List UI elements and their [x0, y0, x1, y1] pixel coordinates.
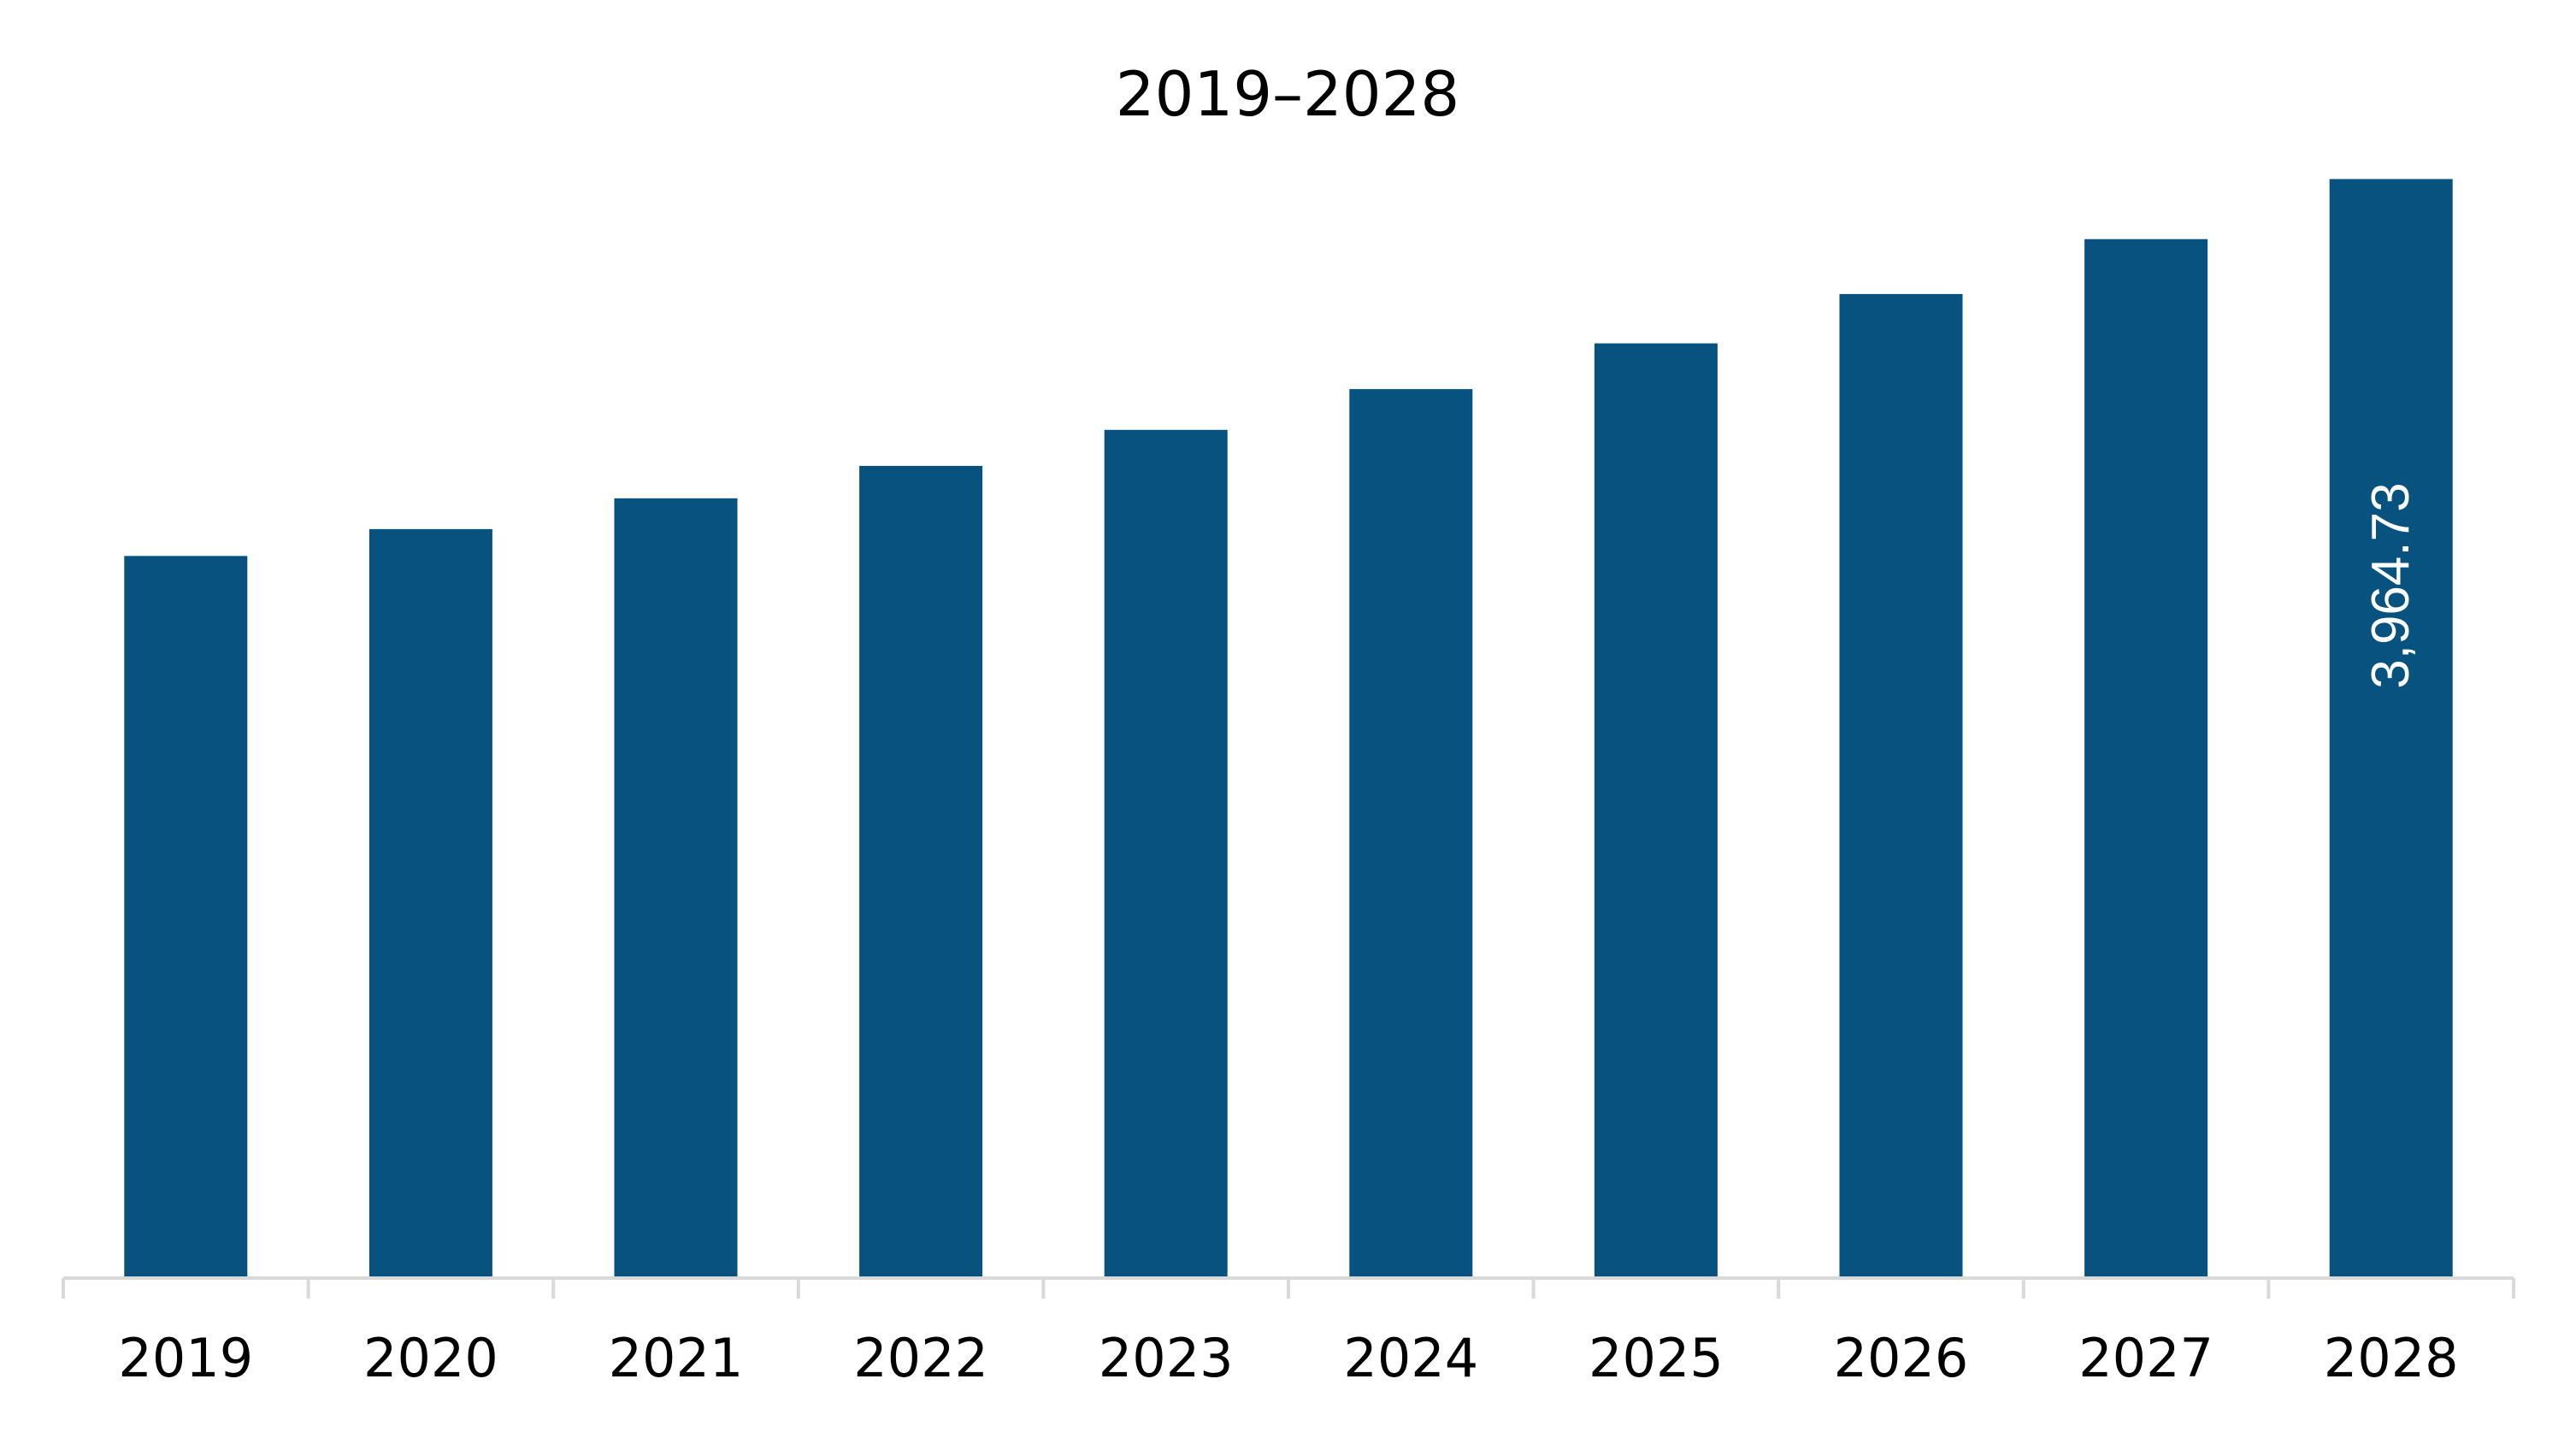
bars-layer — [124, 179, 2453, 1279]
bar-2021 — [614, 498, 738, 1278]
bar-2019 — [124, 556, 248, 1278]
x-tick-label-2024: 2024 — [1343, 1327, 1478, 1389]
x-axis-tick-labels: 2019 2020 2021 2022 2023 2024 2025 2026 2027 2028 — [118, 1327, 2458, 1389]
bar-2020 — [368, 528, 492, 1278]
x-tick-label-2020: 2020 — [363, 1327, 498, 1389]
bar-2028 — [2329, 179, 2453, 1279]
x-tick-label-2028: 2028 — [2324, 1327, 2459, 1389]
x-tick-label-2025: 2025 — [1589, 1327, 1724, 1389]
x-tick-label-2027: 2027 — [2078, 1327, 2213, 1389]
bar-2022 — [859, 465, 983, 1278]
x-tick-label-2026: 2026 — [1834, 1327, 1969, 1389]
bar-2025 — [1594, 343, 1718, 1278]
x-tick-label-2021: 2021 — [609, 1327, 744, 1389]
chart-title: 2019–2028 — [1116, 58, 1459, 130]
x-tick-label-2022: 2022 — [853, 1327, 988, 1389]
bar-2024 — [1349, 389, 1473, 1278]
bar-2023 — [1104, 429, 1228, 1278]
data-label-2028: 3,964.73 — [2361, 482, 2420, 688]
x-axis-ticks — [62, 1278, 2515, 1299]
x-tick-label-2023: 2023 — [1099, 1327, 1234, 1389]
bar-2027 — [2084, 239, 2208, 1279]
x-tick-label-2019: 2019 — [118, 1327, 253, 1389]
bar-2026 — [1839, 293, 1963, 1279]
data-labels: 3,964.73 — [2361, 482, 2420, 688]
